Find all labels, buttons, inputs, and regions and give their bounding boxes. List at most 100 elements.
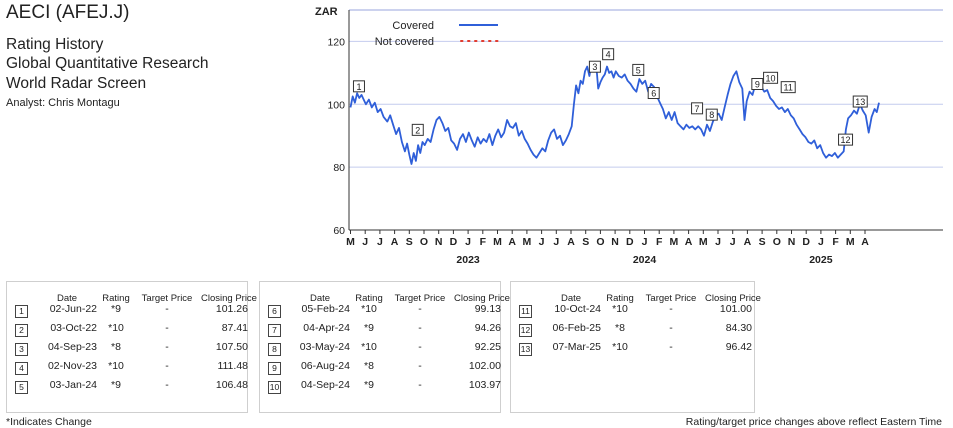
y-tick-label: 120: [327, 36, 345, 48]
year-label: 2024: [633, 254, 657, 266]
x-tick-label: N: [611, 236, 619, 248]
row-number-box: 7: [268, 324, 281, 337]
rating-marker-label: 6: [651, 89, 656, 99]
rating-marker-label: 1: [356, 82, 361, 92]
row-number-box: 5: [15, 381, 28, 394]
cell-date: 02-Nov-23: [47, 360, 97, 372]
cell-rating: *8: [364, 360, 374, 372]
rating-marker-label: 13: [855, 97, 865, 107]
table-row: 6 05-Feb-24 *10 - 99.13: [260, 302, 501, 320]
year-label: 2025: [809, 254, 833, 266]
y-tick-label: 60: [333, 225, 345, 237]
cell-rating: *8: [615, 322, 625, 334]
cell-date: 02-Jun-22: [49, 303, 97, 315]
column-header-date: Date: [56, 293, 78, 304]
x-tick-label: J: [377, 236, 383, 248]
column-header-closing: Closing Price: [454, 293, 510, 304]
cell-target-price: -: [669, 303, 673, 315]
cell-target-price: -: [418, 303, 422, 315]
rating-marker: [352, 80, 365, 93]
cell-date: 04-Apr-24: [303, 322, 350, 334]
rating-marker-label: 5: [636, 65, 641, 75]
x-tick-label: M: [846, 236, 855, 248]
cell-closing-price: 92.25: [474, 341, 501, 353]
x-tick-label: J: [465, 236, 471, 248]
table-row: 2 03-Oct-22 *10 - 87.41: [7, 321, 248, 339]
row-number-box: 8: [268, 343, 281, 356]
rating-marker: [602, 48, 615, 61]
x-tick-label: A: [508, 236, 516, 248]
cell-date: 04-Sep-24: [300, 379, 350, 391]
column-header-date: Date: [309, 293, 331, 304]
footer-note-left: *Indicates Change: [6, 416, 92, 428]
cell-target-price: -: [669, 341, 673, 353]
x-tick-label: S: [582, 236, 589, 248]
x-tick-label: D: [626, 236, 634, 248]
x-tick-label: S: [759, 236, 766, 248]
table-row: 4 02-Nov-23 *10 - 111.48: [7, 359, 248, 377]
rating-marker-label: 11: [784, 83, 793, 93]
row-number-box: 1: [15, 305, 28, 318]
cell-rating: *8: [111, 341, 121, 353]
cell-rating: *10: [108, 322, 124, 334]
x-tick-label: J: [818, 236, 824, 248]
cell-rating: *9: [111, 303, 121, 315]
cell-closing-price: 96.42: [725, 341, 752, 353]
cell-rating: *9: [364, 322, 374, 334]
analyst-label: Analyst: Chris Montagu: [6, 97, 120, 109]
x-tick-label: J: [730, 236, 736, 248]
x-tick-label: D: [802, 236, 810, 248]
rating-marker-label: 12: [841, 135, 851, 145]
cell-target-price: -: [418, 360, 422, 372]
rating-marker-label: 4: [606, 50, 611, 60]
x-tick-label: N: [435, 236, 443, 248]
subtitle-screen: World Radar Screen: [6, 75, 147, 92]
row-number-box: 10: [268, 381, 281, 394]
cell-closing-price: 99.13: [474, 303, 501, 315]
table-row: 7 04-Apr-24 *9 - 94.26: [260, 321, 501, 339]
x-tick-label: F: [480, 236, 487, 248]
x-tick-label: F: [832, 236, 839, 248]
y-tick-label: 80: [333, 162, 345, 174]
x-tick-label: M: [346, 236, 355, 248]
x-tick-label: A: [861, 236, 869, 248]
page-title: AECI (AFEJ.J): [6, 2, 130, 23]
x-tick-label: A: [744, 236, 752, 248]
x-tick-label: J: [642, 236, 648, 248]
table-row: 12 06-Feb-25 *8 - 84.30: [511, 321, 754, 339]
cell-date: 06-Aug-24: [300, 360, 350, 372]
y-axis-unit: ZAR: [315, 6, 338, 18]
x-tick-label: F: [656, 236, 663, 248]
year-label: 2023: [456, 254, 480, 266]
column-header-date: Date: [560, 293, 582, 304]
table-row: 9 06-Aug-24 *8 - 102.00: [260, 359, 501, 377]
cell-closing-price: 107.50: [215, 341, 248, 353]
x-tick-label: O: [773, 236, 781, 248]
cell-target-price: -: [165, 360, 169, 372]
column-header-rating: Rating: [606, 293, 634, 304]
y-tick-label: 100: [327, 99, 345, 111]
table-row: 5 03-Jan-24 *9 - 106.48: [7, 378, 248, 396]
x-tick-label: N: [788, 236, 796, 248]
cell-date: 07-Mar-25: [552, 341, 601, 353]
row-number-box: 6: [268, 305, 281, 318]
table-row: 11 10-Oct-24 *10 - 101.00: [511, 302, 754, 320]
x-tick-label: A: [391, 236, 399, 248]
rating-marker: [632, 63, 645, 76]
x-tick-label: J: [362, 236, 368, 248]
rating-marker-label: 7: [695, 104, 700, 114]
rating-table-panel-1: Date Rating Target Price Closing Price 1 02-J…: [6, 281, 257, 413]
cell-target-price: -: [165, 322, 169, 334]
table-row: 1 02-Jun-22 *9 - 101.26: [7, 302, 248, 320]
subtitle-research-group: Global Quantitative Research: [6, 55, 209, 72]
cell-date: 05-Feb-24: [301, 303, 350, 315]
cell-target-price: -: [165, 341, 169, 353]
cell-date: 10-Oct-24: [554, 303, 601, 315]
cell-closing-price: 94.26: [474, 322, 501, 334]
table-row: 8 03-May-24 *10 - 92.25: [260, 340, 501, 358]
cell-closing-price: 103.97: [468, 379, 501, 391]
rating-marker-label: 3: [592, 62, 597, 72]
x-tick-label: M: [493, 236, 502, 248]
rating-marker: [705, 108, 718, 121]
